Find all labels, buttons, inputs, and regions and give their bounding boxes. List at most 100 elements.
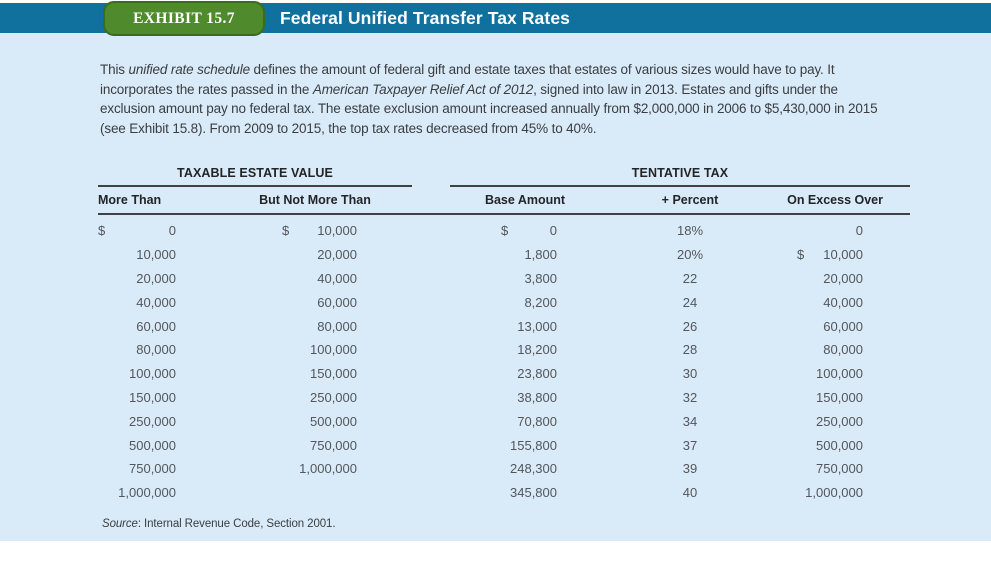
cell-value: 500,000	[129, 437, 176, 453]
rule-gap	[412, 185, 450, 187]
cell-base-amount: 13,000	[412, 319, 600, 334]
cell-percent: 26	[600, 319, 780, 334]
cell-value: 250,000	[310, 389, 357, 405]
cell-value: 1,000,000	[805, 485, 863, 501]
dollar-sign: $	[797, 247, 805, 263]
cell-value: 26	[682, 318, 698, 334]
intro-text-2: defines the amount of federal gift and e…	[100, 62, 835, 97]
cell-percent: 30	[600, 366, 780, 381]
cell-value: 100,000	[129, 366, 176, 382]
cell-value: 70,800	[517, 413, 557, 429]
cell-value: 1,800	[524, 247, 557, 263]
cell-but-not-more-than: 20,000	[218, 247, 412, 262]
table-row: 750,000 1,000,000 248,300 39 750,000	[98, 457, 910, 481]
intro-italic-act: American Taxpayer Relief Act of 2012	[312, 81, 534, 97]
cell-base-amount: 248,300	[412, 461, 600, 476]
cell-base-amount: 1,800	[412, 247, 600, 262]
cell-value: 34	[682, 413, 698, 429]
table-row: 500,000 750,000 155,800 37 500,000	[98, 433, 910, 457]
table-row: 100,000 150,000 23,800 30 100,000	[98, 362, 910, 386]
cell-more-than: $0	[98, 223, 218, 238]
table-row: 250,000 500,000 70,800 34 250,000	[98, 409, 910, 433]
cell-value: 150,000	[310, 366, 357, 382]
cell-base-amount: $0	[412, 223, 600, 238]
cell-base-amount: 70,800	[412, 414, 600, 429]
column-header-base-amount: Base Amount	[484, 193, 566, 207]
table-row: 40,000 60,000 8,200 24 40,000	[98, 290, 910, 314]
cell-value: 3,800	[524, 270, 557, 286]
cell-value: 20,000	[136, 270, 176, 286]
source-text: : Internal Revenue Code, Section 2001.	[137, 518, 336, 530]
cell-base-amount: 345,800	[412, 485, 600, 500]
cell-value: 60,000	[136, 318, 176, 334]
cell-on-excess-over: 250,000	[780, 414, 910, 429]
cell-value: 60,000	[317, 294, 357, 310]
rule-segment-right	[450, 185, 910, 187]
table-row: 80,000 100,000 18,200 28 80,000	[98, 338, 910, 362]
cell-value: 80,000	[136, 342, 176, 358]
table-column-header-row: More Than But Not More Than Base Amount …	[98, 188, 910, 212]
cell-percent: 34	[600, 414, 780, 429]
cell-value: 20,000	[317, 247, 357, 263]
table-row: 20,000 40,000 3,800 22 20,000	[98, 267, 910, 291]
cell-value: 80,000	[317, 318, 357, 334]
cell-value: 37	[682, 437, 698, 453]
cell-more-than: 500,000	[98, 438, 218, 453]
intro-text-1: This	[100, 62, 129, 77]
cell-more-than: 1,000,000	[98, 485, 218, 500]
dollar-sign: $	[501, 223, 509, 239]
intro-text-3: , signed into law in 2013. Estates and g…	[100, 81, 878, 136]
cell-but-not-more-than: 250,000	[218, 390, 412, 405]
cell-base-amount: 3,800	[412, 271, 600, 286]
cell-but-not-more-than: 500,000	[218, 414, 412, 429]
cell-percent: 18%	[600, 223, 780, 238]
cell-value: 0	[549, 223, 557, 239]
cell-but-not-more-than: 40,000	[218, 271, 412, 286]
intro-italic-term: unified rate schedule	[128, 62, 251, 77]
cell-value: 60,000	[823, 318, 863, 334]
exhibit-badge: EXHIBIT 15.7	[103, 1, 265, 36]
cell-more-than: 20,000	[98, 271, 218, 286]
cell-value: 80,000	[823, 342, 863, 358]
cell-value: 18%	[676, 223, 704, 239]
cell-percent: 32	[600, 390, 780, 405]
rule-segment-left	[98, 185, 412, 187]
cell-but-not-more-than: 750,000	[218, 438, 412, 453]
cell-value: 10,000	[317, 223, 357, 239]
cell-value: 28	[682, 342, 698, 358]
cell-value: 8,200	[524, 294, 557, 310]
cell-more-than: 150,000	[98, 390, 218, 405]
cell-value: 1,000,000	[118, 485, 176, 501]
column-header-percent: + Percent	[661, 193, 719, 207]
cell-value: 40,000	[823, 294, 863, 310]
column-header-but-not-more-than: But Not More Than	[259, 193, 371, 207]
cell-on-excess-over: 80,000	[780, 342, 910, 357]
cell-value: 100,000	[310, 342, 357, 358]
cell-value: 750,000	[129, 461, 176, 477]
cell-but-not-more-than: 60,000	[218, 295, 412, 310]
tax-rate-table: TAXABLE ESTATE VALUE TENTATIVE TAX More …	[98, 163, 910, 505]
cell-value: 40	[682, 485, 698, 501]
cell-on-excess-over: 150,000	[780, 390, 910, 405]
cell-percent: 22	[600, 271, 780, 286]
cell-value: 38,800	[517, 389, 557, 405]
cell-value: 1,000,000	[299, 461, 357, 477]
cell-on-excess-over: 500,000	[780, 438, 910, 453]
cell-more-than: 40,000	[98, 295, 218, 310]
cell-value: 20,000	[823, 270, 863, 286]
cell-value: 0	[168, 223, 176, 239]
source-label: Source	[102, 518, 138, 530]
cell-on-excess-over: 750,000	[780, 461, 910, 476]
cell-value: 500,000	[816, 437, 863, 453]
cell-value: 32	[682, 389, 698, 405]
cell-percent: 40	[600, 485, 780, 500]
cell-base-amount: 8,200	[412, 295, 600, 310]
cell-more-than: 750,000	[98, 461, 218, 476]
cell-value: 750,000	[310, 437, 357, 453]
exhibit-title: Federal Unified Transfer Tax Rates	[280, 8, 570, 28]
cell-value: 250,000	[816, 413, 863, 429]
cell-more-than: 100,000	[98, 366, 218, 381]
cell-but-not-more-than: $10,000	[218, 223, 412, 238]
cell-value: 13,000	[517, 318, 557, 334]
dollar-sign: $	[282, 223, 290, 239]
